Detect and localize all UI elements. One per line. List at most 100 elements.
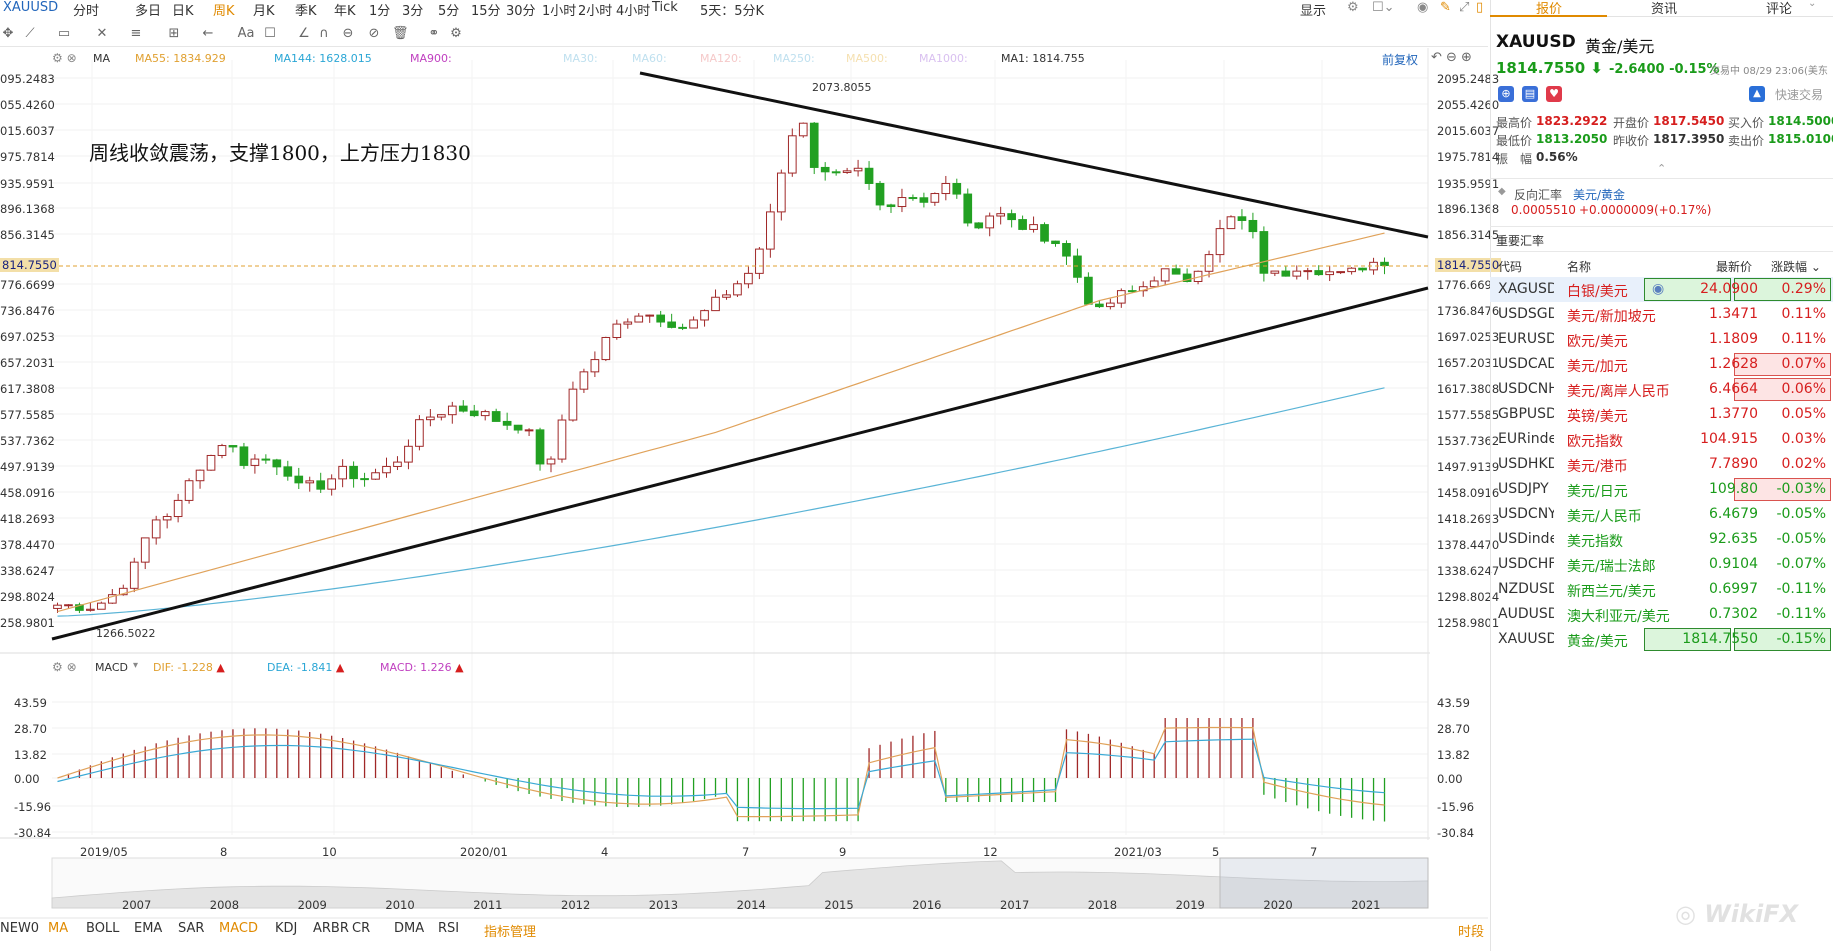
text-tool-icon[interactable]: ≡ [130,26,142,41]
fullscreen-icon[interactable]: ⤢ [1459,0,1470,15]
fx-row[interactable]: USDCNY 美元/人民币 6.4679 -0.05% [1490,502,1833,527]
pen-icon[interactable]: ∠ [298,26,310,41]
fx-row[interactable]: AUDUSD 澳大利亚元/美元 0.7302 -0.11% [1490,602,1833,627]
period-4[interactable]: 月K [253,4,275,19]
fx-row[interactable]: EURUSD 欧元/美元 1.1809 0.11% [1490,327,1833,352]
col-code[interactable]: 代码 [1498,260,1523,274]
period-1[interactable]: 多日 [135,4,162,19]
doc-icon[interactable]: ▤ [1522,86,1538,102]
fx-row[interactable]: USDCHF 美元/瑞士法郎 0.9104 -0.07% [1490,552,1833,577]
fx-name[interactable]: 美元/加元 [1567,359,1628,375]
chevron-down-icon[interactable]: ⌄ [1808,0,1817,9]
indicator-tab[interactable]: MACD [219,921,258,936]
period-0[interactable]: 分时 [73,4,100,19]
period-12[interactable]: 1小时 [542,4,577,19]
period-16[interactable]: 5天：5分K [700,4,765,19]
fx-row[interactable]: USDindex 美元指数 92.635 -0.05% [1490,527,1833,552]
macd-name[interactable]: MACD [95,661,128,674]
fx-row[interactable]: USDSGD 美元/新加坡元 1.3471 0.11% [1490,302,1833,327]
period-3[interactable]: 周K [213,4,235,19]
ma-legend-item[interactable]: MA30: [563,52,598,65]
ma-legend-item[interactable]: MA60: [632,52,667,65]
bell-icon[interactable]: ▲ [1749,86,1765,102]
chart-controls-icons[interactable]: ↶ ⊖ ⊕ [1431,50,1472,65]
collapse-arrow-icon[interactable]: ◆ [1498,186,1506,197]
period-6[interactable]: 年K [334,4,356,19]
globe-icon[interactable]: ⊕ [1498,86,1514,102]
restore-button[interactable]: 前复权 [1382,53,1419,67]
fx-row[interactable]: USDJPY 美元/日元 109.80 -0.03% [1490,477,1833,502]
col-change[interactable]: 涨跌幅 ⌄ [1771,260,1821,274]
font-tool-icon[interactable]: Aa [237,26,255,41]
panel-toggle-icon[interactable]: ▯ [1476,0,1484,15]
fx-name[interactable]: 美元/瑞士法郎 [1567,559,1656,575]
fx-name[interactable]: 美元/新加坡元 [1567,309,1656,325]
fx-name[interactable]: 澳大利亚元/美元 [1567,609,1670,625]
fib-tool-icon[interactable]: ✕ [96,26,108,41]
period-11[interactable]: 30分 [506,4,536,19]
tab-comments[interactable]: 评论 [1766,2,1793,17]
line-tool-icon[interactable]: ⟋ [25,26,35,41]
period-13[interactable]: 2小时 [578,4,613,19]
macd-settings-icons[interactable]: ⚙ ⊗ [52,660,77,674]
period-15[interactable]: Tick [652,0,678,15]
indicator-tab[interactable]: CR [352,921,371,936]
ma-legend-item[interactable]: MA120: [700,52,742,65]
macd-dropdown-icon[interactable]: ▾ [133,660,139,671]
comment-icon[interactable]: ☐ [264,26,276,41]
hide-icon[interactable]: ⊘ [368,26,380,41]
period-7[interactable]: 1分 [369,4,391,19]
fx-row[interactable]: XAGUSD 白银/美元 24.0900 0.29% ◉ [1490,277,1833,302]
period-2[interactable]: 日K [172,4,194,19]
magnet-icon[interactable]: ∩ [319,26,329,41]
rect-tool-icon[interactable]: ▭ [57,26,71,41]
period-14[interactable]: 4小时 [616,4,651,19]
tab-quote[interactable]: 报价 [1536,2,1563,17]
fx-row[interactable]: EURindex 欧元指数 104.915 0.03% [1490,427,1833,452]
indicator-tab[interactable]: BOLL [86,921,120,936]
period-button[interactable]: 时段 [1458,925,1485,940]
reverse-pair[interactable]: 美元/黄金 [1573,188,1626,202]
heart-icon[interactable]: ♥ [1546,86,1562,102]
fx-name[interactable]: 英镑/美元 [1567,409,1628,425]
symbol-label[interactable]: XAUUSD [3,0,59,15]
display-dropdown[interactable]: 显示 [1300,4,1327,19]
indicator-tab[interactable]: RSI [438,921,460,936]
indicator-tab[interactable]: DMA [394,921,425,936]
indicator-tab[interactable]: 指标管理 [484,925,537,940]
tab-news[interactable]: 资讯 [1651,2,1678,17]
trash-icon[interactable]: 🗑 [392,26,409,41]
measure-tool-icon[interactable]: ⊞ [168,26,180,41]
fx-row[interactable]: USDCNH 美元/离岸人民币 6.4664 0.06% [1490,377,1833,402]
fx-row[interactable]: GBPUSD 英镑/美元 1.3770 0.05% [1490,402,1833,427]
indicator-settings-icons[interactable]: ⚙ ⊗ [52,51,77,65]
ma-legend-item[interactable]: MA1: 1814.755 [1001,52,1085,65]
crosshair-icon[interactable]: ✥ [2,26,14,41]
fx-name[interactable]: 美元/人民币 [1567,509,1642,525]
fx-row[interactable]: NZDUSD 新西兰元/美元 0.6997 -0.11% [1490,577,1833,602]
fx-name[interactable]: 欧元/美元 [1567,334,1628,350]
period-8[interactable]: 3分 [402,4,424,19]
fx-name[interactable]: 美元指数 [1567,534,1623,550]
fx-row[interactable]: USDHKD 美元/港币 7.7890 0.02% [1490,452,1833,477]
fx-name[interactable]: 新西兰元/美元 [1567,584,1656,600]
fx-name[interactable]: 美元/离岸人民币 [1567,384,1670,400]
main-indicator-name[interactable]: MA [93,52,111,65]
indicator-tab[interactable]: EMA [134,921,163,936]
indicator-tab[interactable]: KDJ [275,921,298,936]
period-5[interactable]: 季K [295,4,317,19]
fx-name[interactable]: 白银/美元 [1567,284,1628,300]
ma-legend-item[interactable]: MA1000: [919,52,968,65]
col-name[interactable]: 名称 [1567,260,1592,274]
candlestick-chart[interactable] [0,0,1488,951]
indicator-tab[interactable]: SAR [178,921,205,936]
ma-legend-item[interactable]: MA500: [846,52,888,65]
pen-icon[interactable]: ✎ [1440,0,1451,15]
col-price[interactable]: 最新价 [1716,260,1753,274]
eye-icon[interactable]: ◉ [1652,281,1665,297]
ma-legend-item[interactable]: MA144: 1628.015 [274,52,372,65]
fx-name[interactable]: 美元/港币 [1567,459,1628,475]
period-10[interactable]: 15分 [471,4,501,19]
ma-legend-item[interactable]: MA250: [773,52,815,65]
camera-icon[interactable]: ◉ [1417,0,1429,15]
